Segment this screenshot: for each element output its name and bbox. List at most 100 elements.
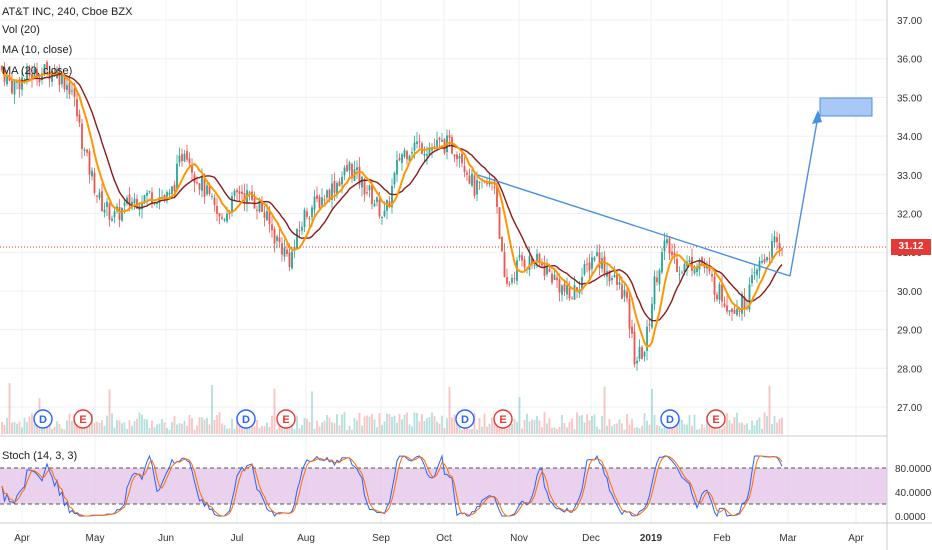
candle-body xyxy=(436,140,438,147)
stoch-legend[interactable]: Stoch (14, 3, 3) xyxy=(2,450,78,462)
volume-bar xyxy=(733,417,736,434)
volume-bar xyxy=(361,425,363,434)
volume-bar xyxy=(26,422,28,434)
ma10-legend[interactable]: MA (10, close) xyxy=(2,44,73,56)
volume-bar xyxy=(263,426,266,434)
volume-bar xyxy=(756,420,758,434)
stoch-axis-label: 40.0000 xyxy=(895,488,932,499)
volume-bar xyxy=(543,412,546,434)
candle-body xyxy=(28,67,31,76)
volume-bar xyxy=(513,418,516,434)
volume-bar xyxy=(778,418,781,434)
candle-body xyxy=(441,139,443,142)
volume-bar xyxy=(121,423,123,434)
candle-body xyxy=(721,284,723,302)
candle-body xyxy=(428,147,431,155)
volume-bar xyxy=(211,385,213,434)
time-axis[interactable]: Apr May Jun Jul Aug Sep Oct Nov Dec 2019 Feb Mar Apr xyxy=(14,533,864,544)
volume-bar xyxy=(446,418,448,434)
volume-bar xyxy=(506,428,508,434)
candle-body xyxy=(166,192,168,197)
volume-bar xyxy=(621,423,623,434)
candle-body xyxy=(128,194,131,206)
candle-body xyxy=(183,153,186,162)
volume-bar xyxy=(638,428,641,434)
volume-bar xyxy=(461,429,463,434)
volume-bar xyxy=(518,397,521,434)
candle-body xyxy=(556,277,558,281)
volume-legend[interactable]: Vol (20) xyxy=(2,24,40,36)
volume-bar xyxy=(298,428,301,434)
time-axis-label: Jun xyxy=(158,533,174,544)
candle-body xyxy=(411,152,413,154)
volume-bar xyxy=(296,415,298,434)
candle-body xyxy=(401,154,403,163)
last-price-tag: 31.12 xyxy=(891,239,931,255)
candle-body xyxy=(468,175,471,184)
volume-bar xyxy=(478,418,481,434)
dividend-icon xyxy=(455,409,475,429)
earnings-marker: E xyxy=(493,409,513,429)
symbol-legend[interactable]: AT&T INC, 240, Cboe BZX xyxy=(2,6,133,18)
stoch-axis[interactable]: 80.0000 40.0000 0.0000 xyxy=(895,464,932,523)
time-axis-label: Mar xyxy=(779,533,797,544)
candle-body xyxy=(678,274,681,276)
projection-arrow[interactable] xyxy=(789,115,819,277)
candle-body xyxy=(36,69,38,79)
volume-bar xyxy=(46,426,48,434)
volume-bar xyxy=(66,420,68,434)
candle-body xyxy=(143,194,146,202)
volume-bar xyxy=(138,412,141,434)
dividend-marker: D xyxy=(455,409,475,429)
target-box[interactable] xyxy=(819,97,873,117)
price-axis-label: 35.00 xyxy=(897,93,922,104)
candle-body xyxy=(228,212,231,215)
candle-body xyxy=(298,230,301,232)
volume-bar xyxy=(6,417,8,434)
volume-bar xyxy=(53,427,56,434)
volume-bar xyxy=(388,414,391,434)
candle-body xyxy=(278,237,281,243)
volume-bar xyxy=(366,415,368,434)
volume-bar xyxy=(356,420,358,434)
candle-body xyxy=(306,211,308,217)
volume-bar xyxy=(108,389,111,434)
price-axis[interactable]: 37.0036.0035.0034.0033.0032.0031.0030.00… xyxy=(897,16,922,414)
event-marker-label: E xyxy=(499,414,506,426)
time-axis-label: Apr xyxy=(848,533,864,544)
volume-bar xyxy=(586,414,588,434)
candle-body xyxy=(213,197,216,205)
earnings-icon xyxy=(706,409,726,429)
candle-body xyxy=(431,147,433,151)
candle-body xyxy=(773,236,776,243)
volume-bar xyxy=(178,423,181,434)
volume-bar xyxy=(476,429,478,434)
candle-body xyxy=(316,195,318,199)
ma20-legend[interactable]: MA (20, close) xyxy=(2,65,73,77)
volume-bar xyxy=(701,424,703,434)
candle-body xyxy=(471,173,473,186)
candle-body xyxy=(416,141,418,145)
trendline[interactable] xyxy=(477,174,791,277)
candle-body xyxy=(326,190,328,198)
event-marker-label: E xyxy=(282,414,289,426)
price-axis-label: 33.00 xyxy=(897,171,922,182)
candle-body xyxy=(56,70,58,79)
arrowhead-icon xyxy=(812,110,822,124)
volume-bar xyxy=(271,415,273,434)
candle-body xyxy=(273,228,276,244)
candle-body xyxy=(346,165,348,172)
volume-bar xyxy=(351,429,353,434)
candle-body xyxy=(636,360,638,364)
candle-body xyxy=(21,77,23,90)
volume-bar xyxy=(538,420,541,434)
volume-bar xyxy=(156,424,158,434)
candle-body xyxy=(373,203,376,207)
candle-body xyxy=(656,277,658,282)
candle-body xyxy=(628,298,631,329)
volume-bar xyxy=(431,412,433,434)
candle-body xyxy=(523,259,526,268)
volume-bar xyxy=(221,423,223,434)
event-marker-label: D xyxy=(39,414,47,426)
